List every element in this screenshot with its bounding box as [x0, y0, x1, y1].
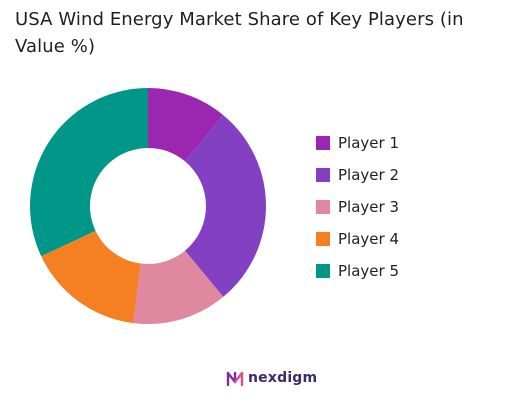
- nexdigm-logo-icon: [226, 371, 244, 387]
- legend-swatch: [316, 168, 330, 182]
- legend-swatch: [316, 200, 330, 214]
- legend-label: Player 1: [338, 134, 399, 152]
- logo-text: nexdigm: [248, 370, 318, 386]
- slice-player-3: [133, 250, 224, 324]
- slice-player-1: [148, 88, 224, 162]
- legend-label: Player 5: [338, 262, 399, 280]
- legend-swatch: [316, 232, 330, 246]
- legend-label: Player 3: [338, 198, 399, 216]
- slice-player-4: [41, 230, 141, 324]
- slice-player-2: [184, 115, 266, 297]
- chart-title: USA Wind Energy Market Share of Key Play…: [15, 9, 464, 57]
- slice-player-5: [29, 88, 148, 257]
- legend-swatch: [316, 264, 330, 278]
- legend-label: Player 4: [338, 230, 399, 248]
- legend-swatch: [316, 136, 330, 150]
- legend-label: Player 2: [338, 166, 399, 184]
